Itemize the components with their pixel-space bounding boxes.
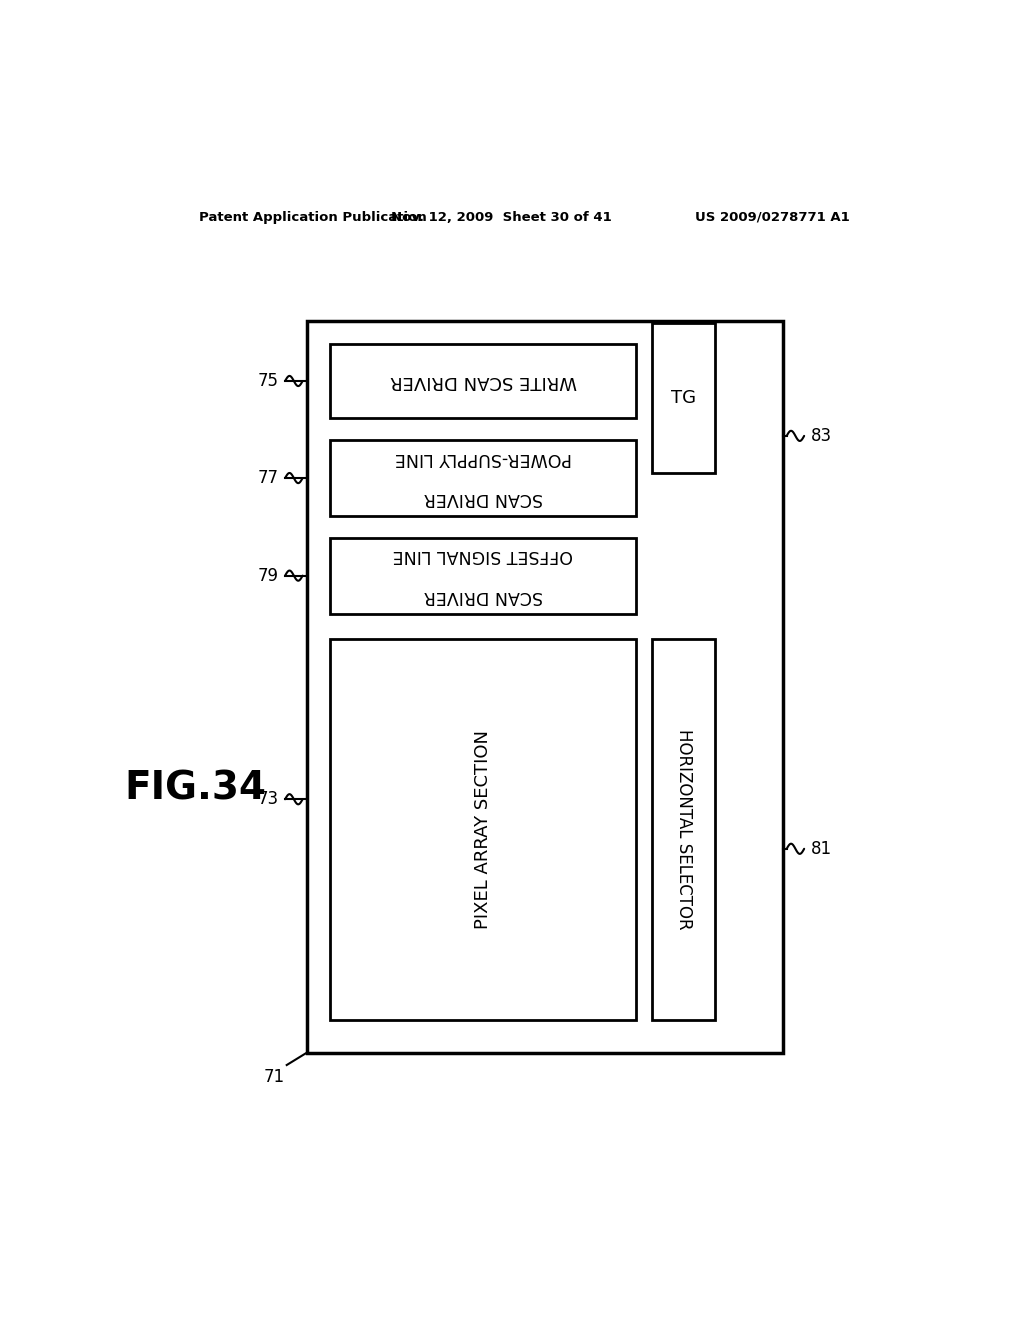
Text: SCAN DRIVER: SCAN DRIVER	[424, 587, 543, 605]
Text: Patent Application Publication: Patent Application Publication	[200, 211, 427, 224]
Text: SCAN DRIVER: SCAN DRIVER	[424, 490, 543, 507]
Bar	[331, 440, 636, 516]
Bar	[652, 639, 715, 1020]
Bar	[331, 345, 636, 417]
Text: 83: 83	[811, 426, 831, 445]
Text: POWER-SUPPLY LINE: POWER-SUPPLY LINE	[394, 449, 571, 467]
Bar	[652, 323, 715, 474]
Text: US 2009/0278771 A1: US 2009/0278771 A1	[695, 211, 850, 224]
Text: 75: 75	[258, 372, 279, 389]
Text: OFFSET SIGNAL LINE: OFFSET SIGNAL LINE	[393, 546, 573, 565]
Bar	[306, 321, 782, 1053]
Text: Nov. 12, 2009  Sheet 30 of 41: Nov. 12, 2009 Sheet 30 of 41	[390, 211, 611, 224]
Text: 81: 81	[811, 840, 831, 858]
Text: 73: 73	[258, 791, 279, 808]
Text: FIG.34: FIG.34	[125, 770, 266, 808]
Text: TG: TG	[671, 389, 696, 408]
Text: HORIZONTAL SELECTOR: HORIZONTAL SELECTOR	[675, 730, 692, 931]
Text: PIXEL ARRAY SECTION: PIXEL ARRAY SECTION	[474, 730, 493, 929]
Text: 79: 79	[258, 566, 279, 585]
Bar	[331, 537, 636, 614]
Text: WRITE SCAN DRIVER: WRITE SCAN DRIVER	[390, 372, 577, 389]
Text: 71: 71	[263, 1068, 285, 1086]
Bar	[331, 639, 636, 1020]
Text: 77: 77	[258, 469, 279, 487]
